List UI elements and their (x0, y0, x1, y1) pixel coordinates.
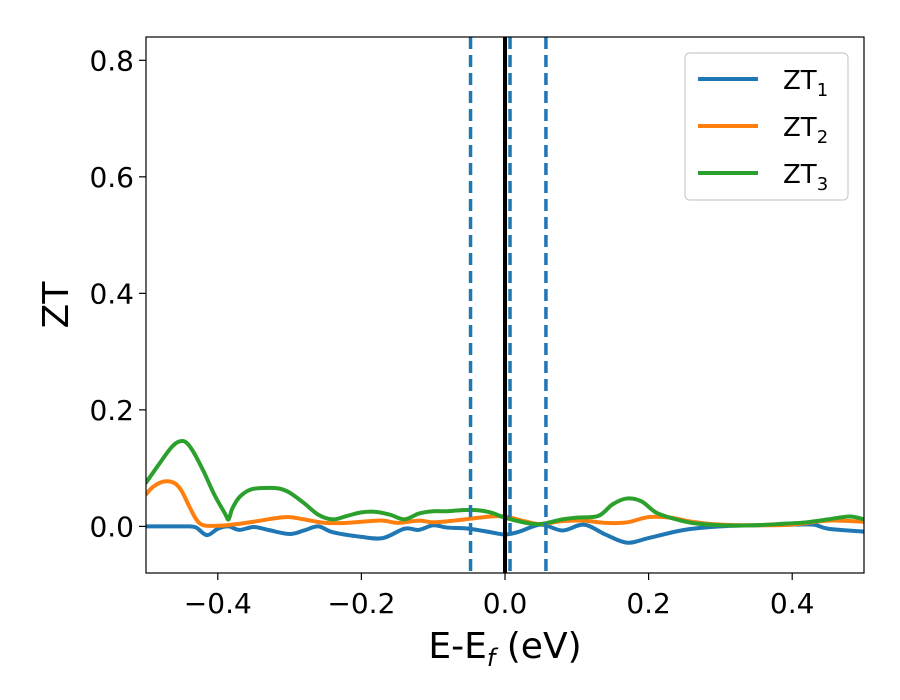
x-axis: −0.4 −0.2 0.0 0.2 0.4 (184, 573, 815, 620)
legend-label-zt2: ZT2 (783, 113, 828, 148)
x-tick-label: 0.0 (483, 587, 528, 620)
series-line-zt3 (146, 439, 864, 528)
x-axis-title: E-Ef (eV) (428, 626, 581, 672)
legend-label-zt1: ZT1 (783, 66, 828, 101)
y-tick-label: 0.6 (89, 161, 134, 194)
legend-box (684, 52, 849, 201)
x-tick-label: −0.2 (327, 587, 395, 620)
y-tick-label: 0.4 (89, 277, 134, 310)
y-tick-label: 0.2 (89, 394, 134, 427)
legend-label-zt3: ZT3 (783, 160, 828, 195)
y-tick-label: 0.0 (89, 510, 134, 543)
y-axis-title: ZT (36, 281, 77, 329)
y-axis: 0.0 0.2 0.4 0.6 0.8 (89, 44, 146, 543)
legend: ZT1 ZT2 ZT3 (684, 52, 849, 201)
series-lines (146, 439, 864, 545)
x-tick-label: 0.2 (626, 587, 671, 620)
y-tick-label: 0.8 (89, 44, 134, 77)
x-tick-label: 0.4 (770, 587, 815, 620)
reference-lines (468, 37, 548, 573)
x-tick-label: −0.4 (184, 587, 252, 620)
